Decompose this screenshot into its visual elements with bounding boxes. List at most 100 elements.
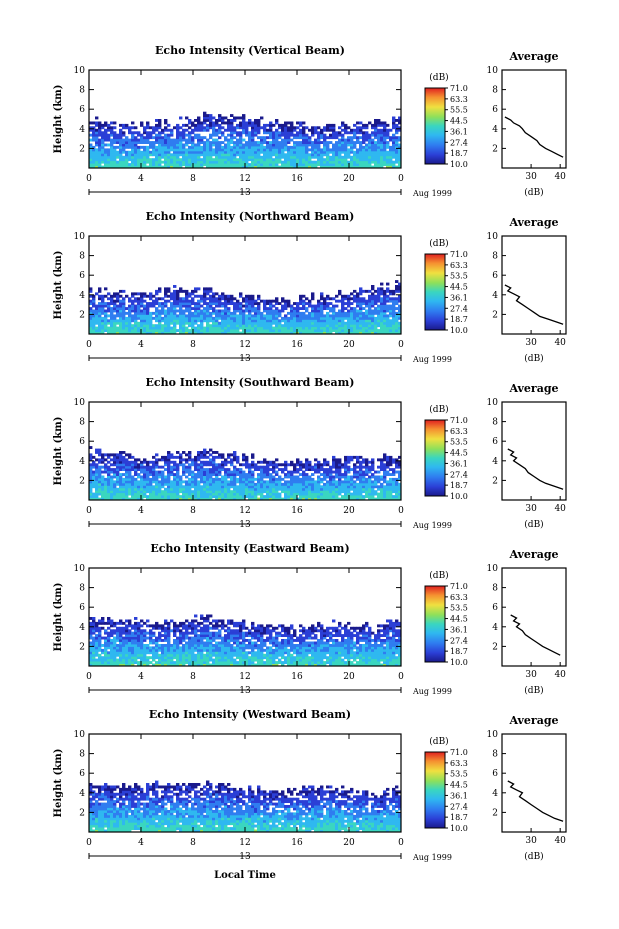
heatmap-cell xyxy=(200,492,204,496)
heatmap-cell xyxy=(134,490,138,494)
heatmap-cell xyxy=(209,136,213,140)
heatmap-cell xyxy=(215,326,219,330)
heatmap-cell xyxy=(164,324,168,328)
heatmap-cell xyxy=(122,485,126,489)
heatmap-cell xyxy=(359,324,363,328)
heatmap-cell xyxy=(137,131,141,135)
heatmap-cell xyxy=(230,160,234,164)
heatmap-cell xyxy=(239,121,243,125)
heatmap-cell xyxy=(392,331,396,335)
heatmap-cell xyxy=(122,490,126,494)
heatmap-cell xyxy=(221,153,225,157)
heatmap-cell xyxy=(185,289,189,293)
heatmap-cell xyxy=(209,119,213,122)
heatmap-cell xyxy=(161,497,165,501)
heatmap-cell xyxy=(152,316,156,320)
heatmap-cell xyxy=(89,329,93,332)
heatmap-cell xyxy=(197,148,201,152)
heatmap-cell xyxy=(380,492,384,496)
heatmap-cell xyxy=(233,475,237,479)
heatmap-cell xyxy=(188,158,192,162)
heatmap-cell xyxy=(122,473,126,476)
heatmap-cell xyxy=(173,490,177,494)
heatmap-cell xyxy=(398,145,402,149)
heatmap-cell xyxy=(281,297,285,301)
heatmap-cell xyxy=(236,153,240,157)
heatmap-cell xyxy=(128,468,132,471)
heatmap-cell xyxy=(287,326,291,330)
heatmap-cell xyxy=(338,497,342,501)
heatmap-cell xyxy=(191,299,195,303)
heatmap-cell xyxy=(236,492,240,496)
heatmap-cell xyxy=(185,294,189,298)
heatmap-cell xyxy=(188,145,192,149)
heatmap-cell xyxy=(347,297,351,301)
heatmap-cell xyxy=(284,475,288,479)
heatmap-cell xyxy=(170,163,174,166)
heatmap-cell xyxy=(188,455,192,459)
heatmap-cell xyxy=(242,116,246,120)
heatmap-cell xyxy=(143,465,147,469)
heatmap-cell xyxy=(224,485,228,489)
heatmap-cell xyxy=(248,165,252,169)
heatmap-cell xyxy=(302,145,306,149)
heatmap-cell xyxy=(305,133,309,137)
heatmap-cell xyxy=(350,455,354,459)
heatmap-cell xyxy=(98,326,102,330)
heatmap-cell xyxy=(386,329,390,332)
heatmap-cell xyxy=(98,165,102,169)
heatmap-cell xyxy=(344,302,348,305)
heatmap-cell xyxy=(188,485,192,489)
heatmap-cell xyxy=(179,126,183,130)
heatmap-cell xyxy=(188,477,192,481)
heatmap-cell xyxy=(167,329,171,332)
heatmap-cell xyxy=(179,329,183,332)
heatmap-cell xyxy=(353,309,357,313)
heatmap-cell xyxy=(215,316,219,320)
heatmap-cell xyxy=(107,468,111,471)
heatmap-cell xyxy=(179,145,183,149)
heatmap-cell xyxy=(341,485,345,489)
heatmap-cell xyxy=(326,160,330,164)
heatmap-cell xyxy=(305,487,309,491)
heatmap-cell xyxy=(314,468,318,471)
heatmap-cell xyxy=(338,473,342,476)
heatmap-cell xyxy=(260,485,264,489)
heatmap-cell xyxy=(155,463,159,467)
heatmap-cell xyxy=(149,311,153,315)
heatmap-cell xyxy=(266,299,270,303)
x-tick-label: 20 xyxy=(343,506,355,516)
heatmap-cell xyxy=(257,145,261,149)
heatmap-cell xyxy=(251,136,255,140)
heatmap-cell xyxy=(272,150,276,154)
heatmap-cell xyxy=(299,319,303,323)
heatmap-cell xyxy=(143,473,147,476)
heatmap-cell xyxy=(107,455,111,459)
heatmap-cell xyxy=(392,497,396,501)
heatmap-cell xyxy=(386,316,390,320)
heatmap-cell xyxy=(224,490,228,494)
heatmap-cell xyxy=(95,309,99,313)
heatmap-cell xyxy=(245,314,249,318)
heatmap-cell xyxy=(308,155,312,159)
heatmap-cell xyxy=(248,314,252,318)
heatmap-cell xyxy=(272,487,276,491)
heatmap-cell xyxy=(335,331,339,335)
heatmap-cell xyxy=(188,470,192,474)
heatmap-cell xyxy=(191,326,195,330)
heatmap-cell xyxy=(203,126,207,130)
heatmap-cell xyxy=(272,153,276,157)
heatmap-cell xyxy=(218,114,222,117)
heatmap-cell xyxy=(332,470,336,474)
heatmap-cell xyxy=(140,299,144,303)
heatmap-cell xyxy=(158,487,162,491)
heatmap-cell xyxy=(203,311,207,315)
heatmap-cell xyxy=(197,141,201,144)
heatmap-cell xyxy=(89,656,93,660)
heatmap-cell xyxy=(326,311,330,315)
heatmap-cell xyxy=(95,307,99,310)
heatmap-cell xyxy=(380,153,384,157)
heatmap-cell xyxy=(170,307,174,310)
heatmap-cell xyxy=(371,492,375,496)
heatmap-cell xyxy=(149,482,153,486)
